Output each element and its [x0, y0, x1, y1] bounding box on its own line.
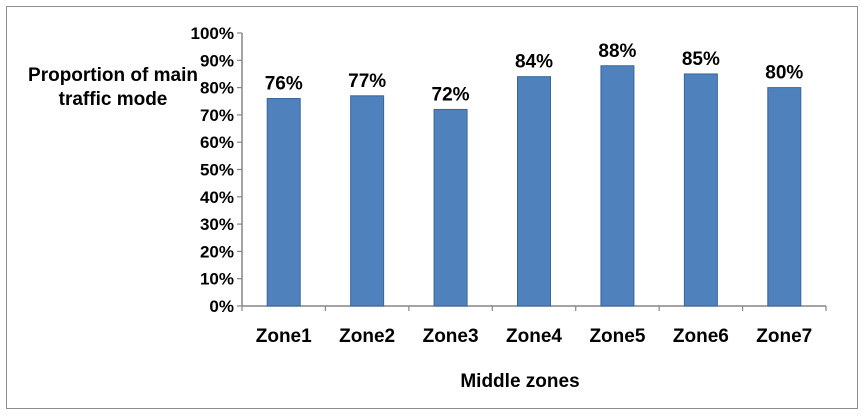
x-tick-label: Zone7	[756, 326, 812, 347]
y-tick-label: 90%	[200, 51, 234, 70]
y-axis-title: Proportion of main traffic mode	[28, 65, 198, 110]
bar-zone5	[600, 65, 635, 307]
y-tick-label: 70%	[200, 106, 234, 125]
y-tick-label: 20%	[200, 242, 234, 261]
y-tick-label: 80%	[200, 79, 234, 98]
data-label: 77%	[348, 71, 386, 92]
y-tick-label: 30%	[200, 215, 234, 234]
y-axis: 0% 10% 20% 30% 40% 50% 60% 70% 80% 90% 100%	[191, 24, 243, 316]
y-tick-label: 40%	[200, 188, 234, 207]
data-label: 72%	[432, 84, 470, 105]
data-label: 84%	[515, 52, 553, 73]
bar-zone6	[683, 73, 718, 307]
y-tick-label: 100%	[191, 24, 234, 43]
x-tick-label: Zone4	[506, 326, 562, 347]
data-label: 85%	[682, 49, 720, 70]
y-tick-label: 0%	[209, 297, 234, 316]
y-tick-label: 10%	[200, 270, 234, 289]
y-tick-label: 50%	[200, 161, 234, 180]
x-tick-label: Zone1	[256, 326, 312, 347]
bar-zone7	[767, 87, 802, 307]
x-tick-label: Zone3	[423, 326, 479, 347]
x-tick-label: Zone5	[589, 326, 645, 347]
bar-zone4	[517, 76, 551, 307]
bar-zone1	[266, 98, 301, 307]
data-label: 80%	[765, 63, 803, 84]
bars	[266, 65, 802, 307]
bar-zone3	[433, 108, 468, 307]
x-tick-label: Zone6	[673, 326, 729, 347]
y-tick-label: 60%	[200, 133, 234, 152]
x-tick-label: Zone2	[339, 326, 395, 347]
x-axis: Zone1 Zone2 Zone3 Zone4 Zone5 Zone6 Zone7	[241, 305, 827, 347]
x-axis-title: Middle zones	[460, 371, 580, 392]
data-label: 88%	[598, 41, 636, 62]
data-labels: 76% 77% 72% 84% 88% 85% 80%	[265, 41, 804, 106]
data-label: 76%	[265, 74, 303, 95]
bar-zone2	[350, 95, 385, 307]
